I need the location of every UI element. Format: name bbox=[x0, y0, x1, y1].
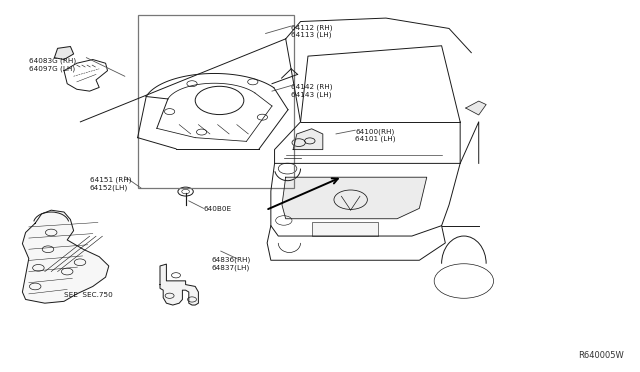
Text: 64100(RH)
64101 (LH): 64100(RH) 64101 (LH) bbox=[355, 128, 396, 142]
Text: 640B0E: 640B0E bbox=[204, 206, 232, 212]
Bar bbox=[312, 222, 378, 236]
Text: R640005W: R640005W bbox=[579, 351, 624, 360]
Polygon shape bbox=[466, 101, 486, 115]
Polygon shape bbox=[160, 264, 198, 305]
Polygon shape bbox=[293, 129, 323, 150]
Text: SEE  SEC.750: SEE SEC.750 bbox=[64, 292, 113, 298]
Text: 64836(RH)
64837(LH): 64836(RH) 64837(LH) bbox=[211, 257, 250, 271]
Polygon shape bbox=[282, 177, 427, 219]
Bar bbox=[138, 15, 294, 188]
Text: 64151 (RH)
64152(LH): 64151 (RH) 64152(LH) bbox=[90, 177, 131, 191]
Text: 64083G (RH)
64097G (LH): 64083G (RH) 64097G (LH) bbox=[29, 58, 76, 72]
Text: 64112 (RH)
64113 (LH): 64112 (RH) 64113 (LH) bbox=[291, 24, 333, 38]
Polygon shape bbox=[22, 210, 109, 303]
Text: 64142 (RH)
64143 (LH): 64142 (RH) 64143 (LH) bbox=[291, 84, 333, 98]
Polygon shape bbox=[54, 46, 74, 60]
